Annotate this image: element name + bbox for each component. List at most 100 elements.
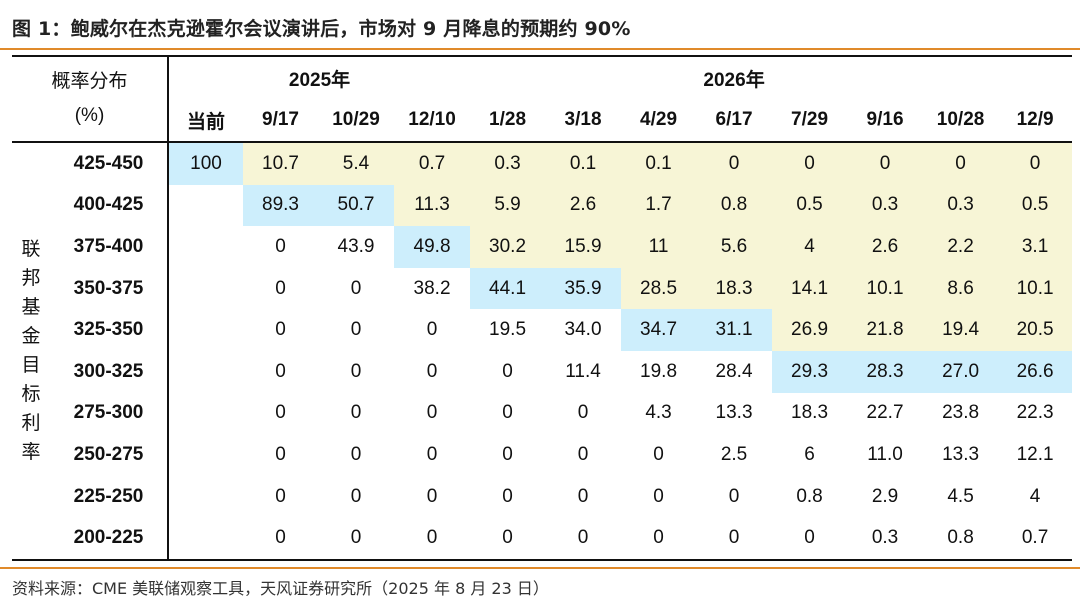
- date-header: 10/28: [923, 99, 999, 143]
- table-cell: 22.3: [1016, 402, 1054, 424]
- table-row: 350-375 0 0 38.2 44.1 35.9 28.5 18.3 14.1 10.1 8.6…: [12, 267, 1073, 310]
- table-cell: 12.1: [1016, 443, 1054, 465]
- table-row: 200-225 0 0 0 0 0 0 0 0 0.3 0.8 0.7: [12, 517, 1073, 561]
- table-cell: 28.5: [621, 267, 697, 310]
- table-row: 400-425 89.3 50.7 11.3 5.9 2.6 1.7 0.8 0.5 0.3 0.3…: [12, 184, 1073, 227]
- table-cell: 13.3: [942, 443, 980, 465]
- rate-range-label: 350-375: [50, 267, 170, 310]
- table-cell: 19.4: [923, 309, 999, 351]
- rate-range-label: 375-400: [50, 226, 170, 268]
- date-header: 9/16: [847, 99, 924, 143]
- table-cell: [168, 226, 243, 268]
- table-cell: 21.8: [847, 309, 924, 351]
- date-header: 6/17: [696, 99, 773, 143]
- row-group-label: 联邦基金目标利率: [12, 142, 50, 561]
- table-cell: [168, 434, 243, 476]
- table-cell: 0: [275, 319, 286, 341]
- table-row: 250-275 0 0 0 0 0 0 2.5 6 11.0 13.3 12.1: [12, 434, 1072, 476]
- table-cell: 0.8: [696, 184, 773, 227]
- table-cell: 0: [394, 517, 471, 561]
- table-cell: 0: [577, 402, 589, 424]
- table-cell: 11.3: [394, 184, 471, 227]
- table-cell: 0: [318, 517, 395, 561]
- table-row: 325-350 0 0 0 19.5 34.0 34.7 31.1 26.9 21.8 19.4 20…: [12, 309, 1073, 351]
- table-cell: 0: [653, 443, 664, 465]
- table-cell: [168, 309, 243, 351]
- table-cell: 0: [577, 485, 589, 507]
- table-cell: 22.7: [866, 402, 904, 424]
- rate-range-label: 225-250: [50, 475, 170, 518]
- rate-range-label: 425-450: [50, 142, 170, 185]
- table-row: 300-325 0 0 0 0 11.4 19.8 28.4 29.3 28.3 27.0 26.6: [12, 350, 1073, 393]
- rate-range-label: 275-300: [50, 392, 170, 435]
- table-cell: 0: [426, 485, 438, 507]
- date-header: 12/10: [394, 99, 471, 143]
- table-cell: 15.9: [545, 226, 622, 268]
- table-cell: 19.5: [489, 319, 527, 341]
- table-cell: 11: [621, 226, 697, 268]
- table-cell: 0: [275, 402, 286, 424]
- table-cell: 0.3: [470, 142, 546, 185]
- year-header: 2026年: [470, 55, 999, 99]
- table-cell: 2.2: [923, 226, 999, 268]
- date-header: 3/18: [545, 99, 622, 143]
- table-cell: 0: [653, 485, 664, 507]
- table-cell: 0: [350, 402, 362, 424]
- table-cell: 26.6: [998, 350, 1073, 393]
- table-cell: 2.5: [720, 443, 748, 465]
- table-cell: 18.3: [791, 402, 829, 424]
- table-cell: 0: [275, 235, 286, 257]
- source-note: 资料来源：CME 美联储观察工具，天风证券研究所（2025 年 8 月 23 日…: [12, 579, 549, 598]
- table-cell: 6: [804, 443, 815, 465]
- table-row: 275-300 0 0 0 0 0 4.3 13.3 18.3 22.7 23.8 22.3: [12, 392, 1072, 435]
- date-header: 4/29: [621, 99, 697, 143]
- table-cell: 0: [545, 517, 622, 561]
- table-cell: 30.2: [470, 226, 546, 268]
- table-cell: 0: [426, 319, 438, 341]
- table-cell: 5.9: [470, 184, 546, 227]
- table-cell: 18.3: [696, 267, 773, 310]
- row-group-text: 联邦基金目标利率: [21, 238, 41, 463]
- table-cell: [168, 185, 243, 227]
- table-cell: 0.8: [923, 517, 999, 561]
- corner-label: 概率分布: [51, 71, 128, 92]
- table-cell: 0: [621, 517, 697, 561]
- table-cell: 4.3: [645, 402, 672, 424]
- table-cell: 43.9: [337, 235, 375, 257]
- year-header-row: 概率分布 (%) 2025年 2026年: [12, 55, 1073, 143]
- date-header: 10/29: [318, 99, 395, 143]
- table-cell: 2.6: [847, 226, 924, 268]
- table-cell: 27.0: [923, 350, 999, 393]
- table-cell: 14.1: [772, 267, 848, 310]
- table-cell: 0.7: [998, 517, 1073, 561]
- date-header: 9/17: [243, 99, 319, 143]
- table-cell: 35.9: [545, 267, 622, 310]
- table-cell: 0: [426, 360, 438, 382]
- table-cell: 31.1: [696, 309, 773, 351]
- table-cell: 2.9: [871, 485, 899, 507]
- table-cell: 20.5: [998, 309, 1073, 351]
- table-cell: 0: [426, 443, 438, 465]
- table-cell: 10.1: [847, 267, 924, 310]
- table-cell: 0: [847, 142, 924, 185]
- table-cell: [168, 268, 243, 310]
- table-cell: 4.5: [947, 485, 974, 507]
- table-cell: 0: [998, 142, 1073, 185]
- rate-range-label: 325-350: [50, 309, 170, 351]
- table-cell: 4: [1029, 485, 1041, 507]
- table-cell: 0: [275, 443, 286, 465]
- table-cell: 44.1: [470, 267, 546, 310]
- table-cell: 29.3: [772, 350, 848, 393]
- table-cell: [168, 517, 244, 561]
- table-cell: 0: [275, 277, 286, 299]
- table-cell: 0: [696, 142, 773, 185]
- table-cell: 0: [350, 443, 362, 465]
- table-cell: 4: [772, 226, 848, 268]
- table-cell: 0: [577, 443, 589, 465]
- table-cell: 11.4: [565, 360, 601, 382]
- table-cell: [168, 476, 243, 518]
- table-cell: 11.0: [867, 443, 903, 465]
- date-header: 当前: [168, 99, 244, 143]
- table-cell: 0: [502, 402, 513, 424]
- bottom-rule: [0, 567, 1080, 569]
